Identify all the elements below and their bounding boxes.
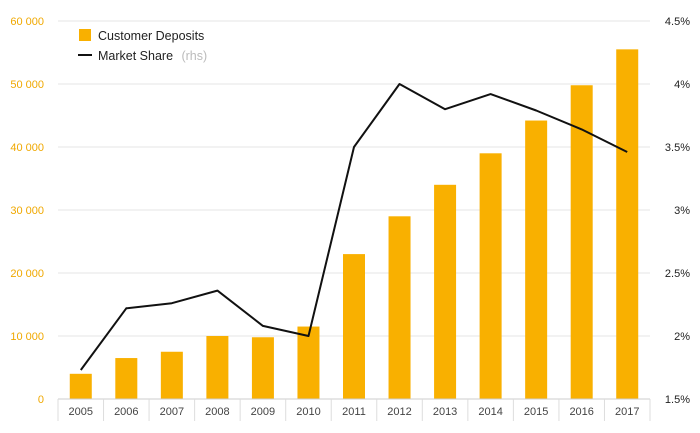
right-y-axis: 1.5% 2% 2.5% 3% 3.5% 4% 4.5% <box>665 16 690 406</box>
bar-2014 <box>479 153 502 399</box>
bar-2013 <box>434 184 457 399</box>
bar-2005 <box>69 373 92 399</box>
x-tick-label: 2005 <box>69 406 93 418</box>
x-tick-label: 2010 <box>296 406 320 418</box>
left-y-tick-label: 0 <box>38 394 44 406</box>
left-y-tick-label: 20 000 <box>10 268 44 280</box>
bar-2011 <box>343 254 365 399</box>
x-tick-label: 2013 <box>433 406 457 418</box>
legend-label-market-share-name: Market Share <box>98 49 173 63</box>
bar-2009 <box>251 337 274 399</box>
left-y-tick-label: 10 000 <box>10 331 44 343</box>
x-tick-label: 2012 <box>387 406 411 418</box>
bar-2008 <box>206 336 229 399</box>
gridlines <box>58 20 650 337</box>
x-tick-label: 2007 <box>160 406 184 418</box>
legend: Customer Deposits Market Share (rhs) <box>78 29 207 64</box>
bar-2017 <box>616 49 639 399</box>
left-y-tick-label: 30 000 <box>10 205 44 217</box>
legend-swatch-customer-deposits <box>79 29 91 41</box>
right-y-tick-label: 4% <box>674 79 690 91</box>
x-tick-label: 2017 <box>615 406 639 418</box>
x-axis: 2005 2006 2007 2008 2009 2010 2011 2012 2013 2014… <box>57 398 651 421</box>
right-y-tick-label: 3.5% <box>665 142 690 154</box>
x-tick-label: 2009 <box>251 406 275 418</box>
right-y-tick-label: 3% <box>674 205 690 217</box>
bar-2006 <box>115 358 138 399</box>
right-y-tick-label: 2% <box>674 331 690 343</box>
line-series-market-share <box>79 83 628 371</box>
legend-label-customer-deposits: Customer Deposits <box>98 29 204 43</box>
bar-2010 <box>297 326 320 399</box>
left-y-axis: 0 10 000 20 000 30 000 40 000 50 000 60 000 <box>10 16 44 406</box>
left-y-tick-label: 50 000 <box>10 79 44 91</box>
bar-2015 <box>525 120 548 399</box>
bar-series-customer-deposits <box>69 49 639 399</box>
x-tick-label: 2008 <box>205 406 229 418</box>
x-tick-label: 2015 <box>524 406 548 418</box>
x-tick-label: 2016 <box>569 406 593 418</box>
left-y-tick-label: 60 000 <box>10 16 44 28</box>
x-tick-label: 2011 <box>342 406 366 418</box>
right-y-tick-label: 1.5% <box>665 394 690 406</box>
x-tick-label: 2014 <box>478 406 502 418</box>
bar-2012 <box>388 216 411 399</box>
bar-2016 <box>570 85 593 399</box>
bar-2007 <box>160 351 183 399</box>
left-y-tick-label: 40 000 <box>10 142 44 154</box>
x-tick-label: 2006 <box>114 406 138 418</box>
legend-label-market-share-suffix: (rhs) <box>181 49 207 63</box>
right-y-tick-label: 4.5% <box>665 16 690 28</box>
right-y-tick-label: 2.5% <box>665 268 690 280</box>
legend-label-market-share: Market Share (rhs) <box>98 47 207 64</box>
